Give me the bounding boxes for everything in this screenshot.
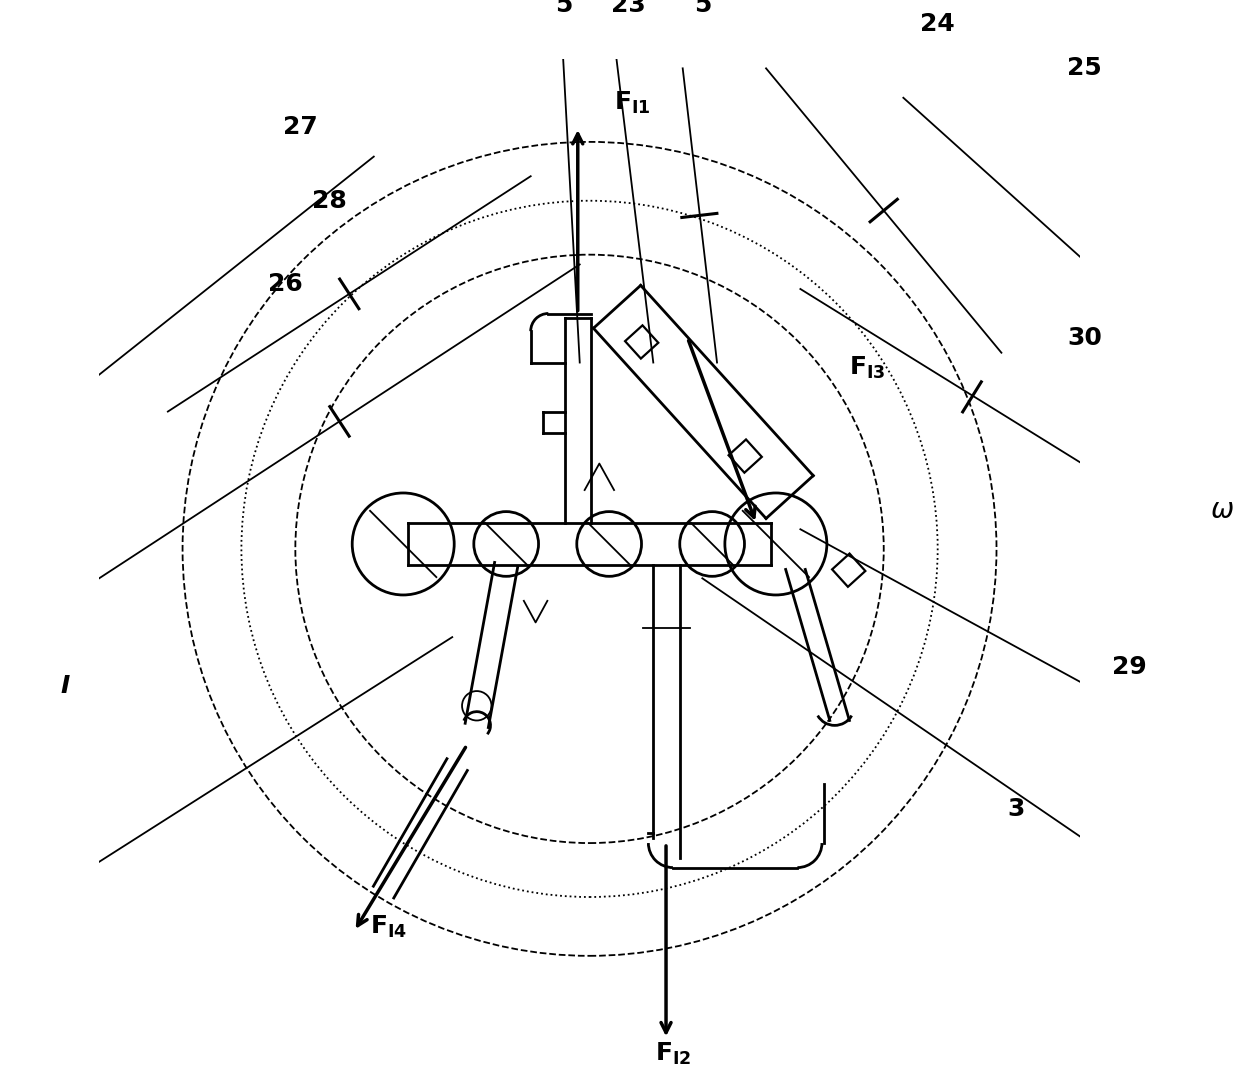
Text: 23: 23 <box>611 0 646 17</box>
Text: 28: 28 <box>312 189 347 213</box>
Text: 27: 27 <box>283 115 317 140</box>
Text: 25: 25 <box>1068 56 1102 80</box>
Text: 29: 29 <box>1111 655 1146 679</box>
Text: 5: 5 <box>556 0 573 17</box>
Text: 3: 3 <box>1007 796 1024 821</box>
Text: $\mathbf{F_{I2}}$: $\mathbf{F_{I2}}$ <box>655 1040 691 1066</box>
Text: 26: 26 <box>268 272 303 296</box>
Text: $\omega$: $\omega$ <box>1210 496 1234 523</box>
Text: 30: 30 <box>1068 326 1102 350</box>
Text: $\mathbf{F_{I1}}$: $\mathbf{F_{I1}}$ <box>614 90 651 116</box>
Text: 24: 24 <box>920 12 955 36</box>
Text: 5: 5 <box>693 0 711 17</box>
Text: $\mathbf{F_{I3}}$: $\mathbf{F_{I3}}$ <box>849 354 887 381</box>
Text: I: I <box>61 674 69 698</box>
Text: $\mathbf{F_{I4}}$: $\mathbf{F_{I4}}$ <box>370 914 407 939</box>
